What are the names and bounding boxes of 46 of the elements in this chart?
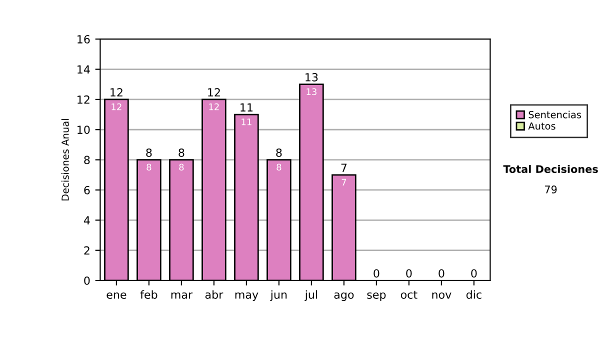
data-label: 7 [342,178,346,186]
y-tick-label: 0 [84,276,90,285]
y-tick-label: 6 [84,186,90,194]
x-tick-label: jul [304,290,318,301]
x-tick-label: jun [270,290,287,301]
y-tick-label: 12 [78,95,90,104]
total-label: 0 [438,269,444,278]
data-label: 13 [306,88,316,96]
y-tick-label: 14 [78,65,90,74]
text: Total Decisiones [503,164,598,174]
data-label: 11 [242,118,252,126]
x-tick-label: abr [205,290,224,299]
legend-label: Sentencias [528,110,582,118]
total-label: 0 [471,269,477,278]
data-label: 12 [112,103,122,110]
y-tick-label: 4 [84,216,90,224]
total-label: 0 [406,269,412,278]
x-tick-label: feb [140,290,158,299]
x-tick-label: sep [367,292,386,301]
legend-label: Autos [528,122,556,130]
text: 79 [545,186,557,194]
total-label: 12 [110,88,122,96]
y-tick-label: 16 [78,35,90,44]
total-label: 7 [341,164,347,172]
total-label: 12 [208,88,220,96]
data-label: 8 [179,164,184,171]
data-label: 8 [276,164,282,171]
x-tick-label: nov [432,292,452,299]
y-tick-label: 8 [84,156,90,164]
total-label: 8 [146,148,152,157]
data-label: 12 [209,103,219,110]
x-tick-label: ene [106,292,126,299]
total-label: 8 [276,148,282,157]
total-label: 11 [240,103,252,112]
x-tick-label: dic [466,290,482,299]
y-tick-label: 2 [84,246,90,255]
data-label: 8 [146,164,152,171]
x-tick-label: oct [400,290,418,299]
x-tick-label: mar [171,292,193,299]
y-tick-label: 10 [78,126,90,134]
x-tick-label: ago [334,292,354,301]
y-axis-title: Decisiones Anual [61,119,69,200]
total-label: 0 [374,269,380,278]
x-tick-label: may [235,292,258,301]
total-label: 8 [178,148,184,157]
total-label: 13 [306,73,318,82]
